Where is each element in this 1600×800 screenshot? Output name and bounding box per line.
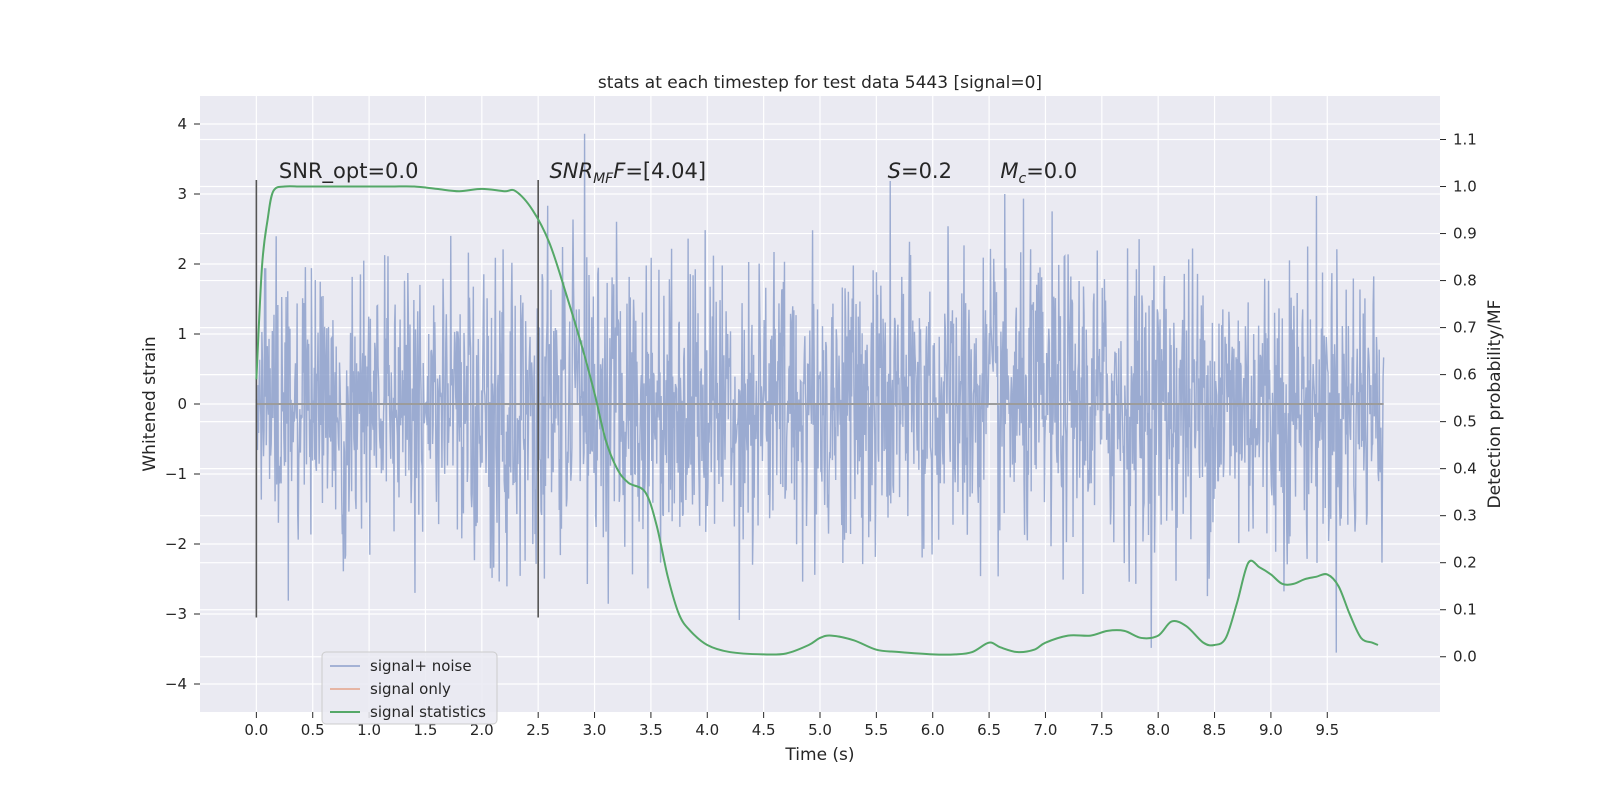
y2-tick-label-0: 1.1 — [1453, 130, 1477, 148]
legend-box — [321, 651, 498, 725]
series-signal-noise — [255, 133, 1385, 653]
annotation-3-part-2: =0.0 — [1026, 159, 1077, 183]
x-tick-label-10: 5.0 — [808, 721, 832, 739]
annotations: SNR_opt=0.0 SNRMFF=[4.04] S=0.2 Mc=0.0 — [279, 159, 1077, 187]
x-tick-label-1: 0.5 — [301, 721, 325, 739]
annotation-1-part-0: SNR — [549, 159, 593, 183]
annotation-2-part-1: =0.2 — [901, 159, 952, 183]
y-tick-label-0: 4 — [177, 115, 187, 133]
annotation-1: SNRMFF=[4.04] — [549, 159, 706, 187]
legend: signal+ noise signal only signal statistic… — [321, 651, 498, 725]
y2-axis-ticks: 1.1 1.0 0.9 0.8 0.7 0.6 0.5 0.4 0.3 0.2 0.1 0.0 — [1440, 130, 1477, 666]
annotation-1-part-1: MF — [593, 171, 614, 187]
x-tick-label-5: 2.5 — [526, 721, 550, 739]
y2-tick-label-3: 0.8 — [1453, 272, 1477, 290]
annotation-3-part-1: c — [1018, 171, 1026, 187]
annotation-0: SNR_opt=0.0 — [279, 159, 419, 184]
y-tick-label-7: −3 — [165, 605, 187, 623]
y-tick-label-8: −4 — [165, 675, 187, 693]
x-tick-label-19: 9.5 — [1315, 721, 1339, 739]
x-tick-label-6: 3.0 — [583, 721, 607, 739]
y2-tick-label-1: 1.0 — [1453, 178, 1477, 196]
x-tick-label-14: 7.0 — [1034, 721, 1058, 739]
annotation-2-part-0: S — [888, 159, 901, 183]
x-tick-label-9: 4.5 — [752, 721, 776, 739]
y2-tick-label-10: 0.1 — [1453, 601, 1477, 619]
y-axis-ticks: 4 3 2 1 0 −1 −2 −3 −4 — [165, 115, 200, 693]
x-tick-label-15: 7.5 — [1090, 721, 1114, 739]
annotation-3: Mc=0.0 — [1000, 159, 1077, 187]
x-tick-label-3: 1.5 — [414, 721, 438, 739]
legend-label-2: signal statistics — [370, 703, 486, 721]
vertical-markers — [255, 180, 539, 618]
x-axis-title: Time (s) — [784, 745, 854, 765]
y2-tick-label-5: 0.6 — [1453, 366, 1477, 384]
x-tick-label-2: 1.0 — [357, 721, 381, 739]
y2-tick-label-2: 0.9 — [1453, 225, 1477, 243]
chart-title: stats at each timestep for test data 544… — [598, 73, 1042, 93]
x-tick-label-17: 8.5 — [1203, 721, 1227, 739]
legend-label-1: signal only — [370, 680, 451, 698]
noise-trace — [255, 133, 1385, 653]
y-tick-label-2: 2 — [177, 255, 187, 273]
annotation-1-part-2: F — [613, 159, 626, 183]
y-tick-label-4: 0 — [177, 395, 187, 413]
x-tick-label-12: 6.0 — [921, 721, 945, 739]
x-tick-label-18: 9.0 — [1259, 721, 1283, 739]
y2-tick-label-8: 0.3 — [1453, 507, 1477, 525]
statistics-curve — [255, 185, 1379, 656]
x-tick-label-7: 3.5 — [639, 721, 663, 739]
x-tick-label-11: 5.5 — [864, 721, 888, 739]
x-tick-label-8: 4.0 — [695, 721, 719, 739]
y2-tick-label-11: 0.0 — [1453, 648, 1477, 666]
x-tick-label-4: 2.0 — [470, 721, 494, 739]
y-tick-label-1: 3 — [177, 185, 187, 203]
x-axis-ticks: 0.0 0.5 1.0 1.5 2.0 2.5 3.0 3.5 4.0 4.5 5.0 5.5 6.0 6… — [244, 712, 1339, 739]
series-signal-statistics — [255, 185, 1379, 656]
y-tick-label-6: −2 — [165, 535, 187, 553]
x-tick-label-0: 0.0 — [244, 721, 268, 739]
annotation-2: S=0.2 — [888, 159, 952, 183]
annotation-1-part-3: =[4.04] — [625, 159, 706, 183]
y2-tick-label-4: 0.7 — [1453, 319, 1477, 337]
y-tick-label-5: −1 — [165, 465, 187, 483]
annotation-3-part-0: M — [1000, 159, 1018, 183]
y-axis-title: Whitened strain — [140, 336, 160, 471]
y-tick-label-3: 1 — [177, 325, 187, 343]
x-tick-label-16: 8.0 — [1146, 721, 1170, 739]
annotation-0-part-0: SNR_opt=0.0 — [279, 159, 419, 184]
y2-tick-label-7: 0.4 — [1453, 460, 1477, 478]
x-tick-label-13: 6.5 — [977, 721, 1001, 739]
y2-tick-label-6: 0.5 — [1453, 413, 1477, 431]
y2-axis-title: Detection probability/MF — [1485, 300, 1505, 509]
legend-label-0: signal+ noise — [370, 657, 472, 675]
y2-tick-label-9: 0.2 — [1453, 554, 1477, 572]
